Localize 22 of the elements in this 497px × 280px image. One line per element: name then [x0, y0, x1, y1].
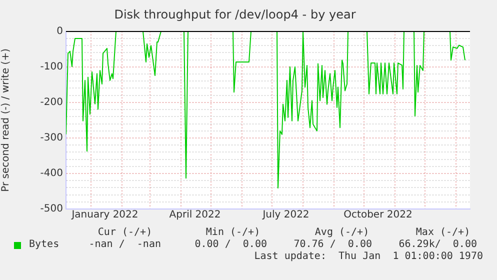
text: 66.29k/ 0.00	[398, 239, 477, 251]
y-tick-label: -500	[40, 204, 63, 215]
text: 0.00 / 0.00	[194, 239, 267, 251]
x-tick-label: January 2022	[70, 210, 138, 221]
x-tick-label: July 2022	[262, 210, 310, 221]
text: 70.76 / 0.00	[294, 239, 372, 251]
x-tick-label: October 2022	[344, 210, 412, 221]
y-tick-label: -100	[40, 62, 63, 73]
text: Cur (-/+)	[98, 227, 152, 239]
text: -nan / -nan	[88, 239, 161, 251]
text: Max (-/+)	[416, 227, 470, 239]
text: Min (-/+)	[206, 227, 260, 239]
y-tick-label: -200	[40, 97, 63, 108]
y-tick-label: 0	[56, 26, 63, 37]
text: Last update: Thu Jan 1 01:00:00 1970	[254, 251, 483, 263]
chart-title: Disk throughput for /dev/loop4 - by year	[114, 7, 356, 22]
y-tick-label: -300	[40, 132, 63, 144]
y-tick-label: -400	[40, 168, 63, 180]
y-axis-title: Pr second read (-) / write (+)	[0, 48, 12, 192]
text: Avg (-/+)	[314, 227, 370, 239]
x-tick-label: April 2022	[169, 210, 221, 221]
legend-label: Bytes	[29, 239, 60, 251]
